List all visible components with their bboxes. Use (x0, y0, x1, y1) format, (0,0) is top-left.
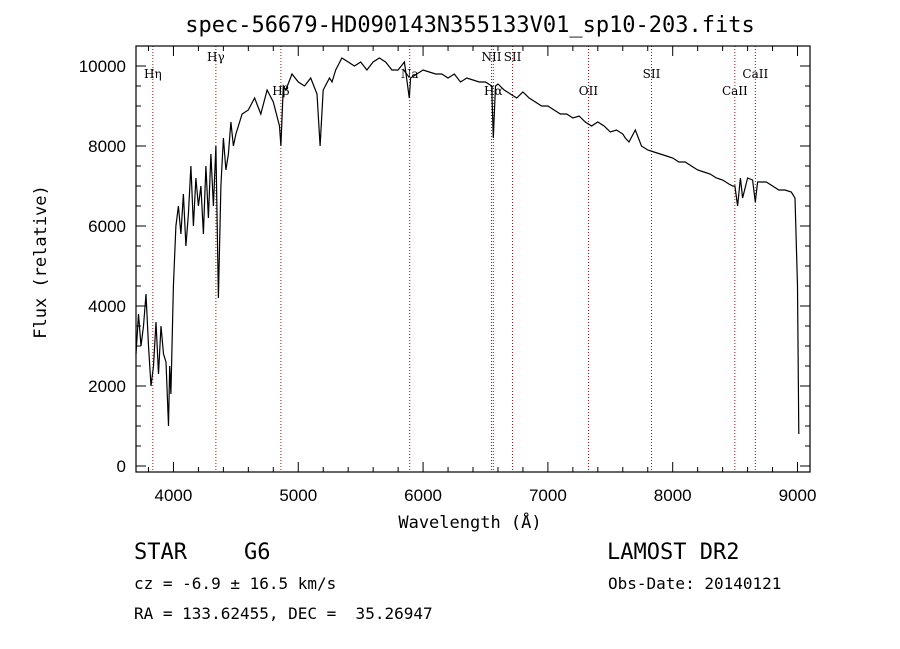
y-tick-label: 0 (117, 457, 126, 476)
y-tick-label: 6000 (88, 217, 126, 236)
y-tick-label: 2000 (88, 377, 126, 396)
y-tick-label: 10000 (79, 57, 126, 76)
coordinates: RA = 133.62455, DEC = 35.26947 (134, 604, 433, 623)
chart-title: spec-56679-HD090143N355133V01_sp10-203.f… (185, 13, 755, 38)
spectrum-line (135, 57, 800, 435)
x-tick-label: 9000 (779, 486, 817, 505)
line-label: SII (643, 67, 661, 81)
plot-frame (135, 45, 811, 473)
survey-name: LAMOST DR2 (607, 540, 740, 565)
redshift-value: cz = -6.9 ± 16.5 km/s (134, 574, 337, 593)
line-label: CaII (742, 67, 768, 81)
x-tick-label: 4000 (155, 486, 193, 505)
line-label: OII (579, 84, 599, 98)
y-axis-label: Flux (relative) (31, 185, 51, 339)
object-class: STAR (134, 540, 187, 565)
x-axis-label: Wavelength (Å) (398, 511, 541, 533)
line-label: Na (401, 67, 419, 81)
x-tick-label: 6000 (404, 486, 442, 505)
x-tick-label: 5000 (279, 486, 317, 505)
x-tick-label: 8000 (654, 486, 692, 505)
line-label: Hβ (272, 84, 289, 98)
line-label: CaII (722, 84, 748, 98)
spectral-line-labels: Hη Hγ Hβ Na NII Hα SII OII SII CaII CaII (144, 50, 768, 98)
line-label: Hα (484, 84, 503, 98)
line-label: SII (504, 50, 522, 64)
line-label: NII (481, 50, 501, 64)
line-label: Hγ (207, 50, 225, 64)
line-label: Hη (144, 67, 162, 81)
observation-date: Obs-Date: 20140121 (608, 574, 782, 593)
spectral-line-markers (152, 46, 756, 472)
x-axis: 4000 5000 6000 7000 8000 9000 (147, 46, 817, 505)
y-tick-label: 4000 (88, 297, 126, 316)
y-axis: 0 2000 4000 6000 8000 10000 (79, 57, 810, 476)
subclass: G6 (244, 540, 271, 565)
x-tick-label: 7000 (529, 486, 567, 505)
y-tick-label: 8000 (88, 137, 126, 156)
